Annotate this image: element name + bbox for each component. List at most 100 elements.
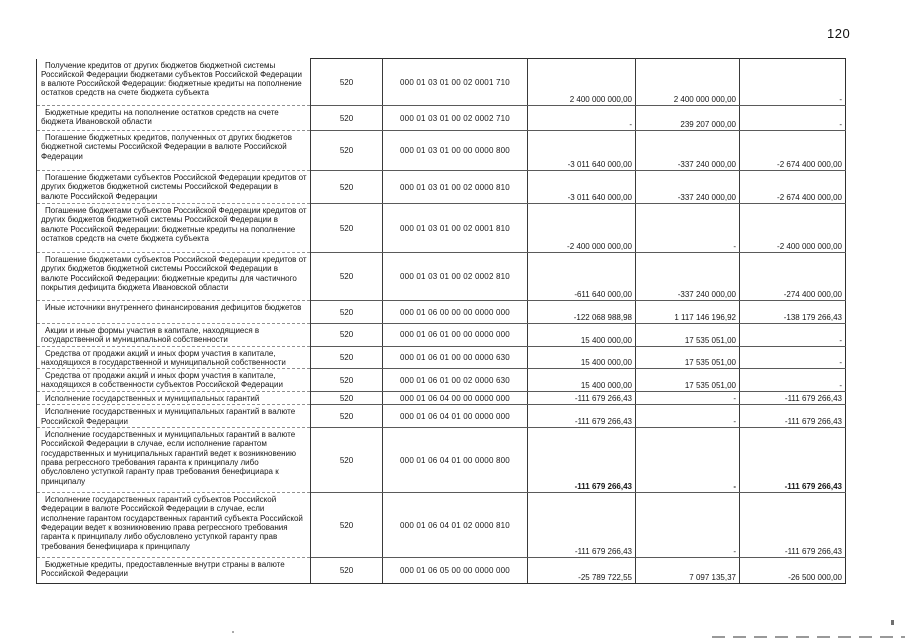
- row-classification: 000 01 06 04 00 00 0000 000: [382, 391, 528, 406]
- table-row: Средства от продажи акций и иных форм уч…: [36, 368, 846, 393]
- row-code: 520: [310, 345, 383, 370]
- row-classification: 000 01 03 01 00 02 0001 710: [382, 58, 528, 106]
- row-amount-3: -: [739, 368, 846, 393]
- row-code: 520: [310, 58, 383, 106]
- row-description: Получение кредитов от других бюджетов бю…: [36, 58, 311, 106]
- row-amount-2: 1 117 146 196,92: [635, 300, 740, 324]
- row-description: Исполнение государственных и муниципальн…: [36, 391, 311, 406]
- row-amount-1: 15 400 000,00: [527, 345, 636, 370]
- row-amount-2: -: [635, 492, 740, 559]
- row-amount-1: 2 400 000 000,00: [527, 58, 636, 106]
- row-code: 520: [310, 404, 383, 429]
- row-classification: 000 01 03 01 00 02 0002 810: [382, 252, 528, 301]
- row-amount-3: -: [739, 345, 846, 370]
- table-row: Исполнение государственных и муниципальн…: [36, 404, 846, 429]
- row-code: 520: [310, 130, 383, 171]
- row-code: 520: [310, 427, 383, 494]
- table-row: Получение кредитов от других бюджетов бю…: [36, 58, 846, 106]
- row-code: 520: [310, 368, 383, 393]
- row-code: 520: [310, 252, 383, 301]
- row-amount-2: 17 535 051,00: [635, 368, 740, 393]
- table-row: Погашение бюджетных кредитов, полученных…: [36, 130, 846, 171]
- row-classification: 000 01 03 01 00 02 0000 810: [382, 170, 528, 204]
- row-description: Исполнение государственных гарантий субъ…: [36, 492, 311, 559]
- table-row: Акции и иные формы участия в капитале, н…: [36, 323, 846, 347]
- row-amount-3: -111 679 266,43: [739, 492, 846, 559]
- row-code: 520: [310, 391, 383, 406]
- row-amount-3: -: [739, 105, 846, 131]
- row-amount-1: -122 068 988,98: [527, 300, 636, 324]
- scan-artifact-speck: [232, 631, 234, 633]
- row-description: Бюджетные кредиты на пополнение остатков…: [36, 105, 311, 131]
- page-number: 120: [827, 26, 851, 41]
- row-description: Погашение бюджетных кредитов, полученных…: [36, 130, 311, 171]
- row-amount-3: -: [739, 58, 846, 106]
- table-row: Иные источники внутреннего финансировани…: [36, 300, 846, 324]
- row-code: 520: [310, 203, 383, 253]
- row-description: Средства от продажи акций и иных форм уч…: [36, 346, 311, 370]
- row-amount-2: 2 400 000 000,00: [635, 58, 740, 106]
- row-description: Погашение бюджетами субъектов Российской…: [36, 170, 311, 204]
- row-code: 520: [310, 323, 383, 347]
- row-amount-1: -611 640 000,00: [527, 252, 636, 301]
- row-amount-3: -274 400 000,00: [739, 252, 846, 301]
- row-description: Исполнение государственных и муниципальн…: [36, 427, 311, 494]
- row-amount-2: 7 097 135,37: [635, 557, 740, 585]
- row-amount-2: 239 207 000,00: [635, 105, 740, 131]
- row-amount-3: -26 500 000,00: [739, 557, 846, 585]
- row-description: Акции и иные формы участия в капитале, н…: [36, 323, 311, 347]
- row-amount-3: -111 679 266,43: [739, 391, 846, 406]
- row-amount-1: 15 400 000,00: [527, 323, 636, 347]
- row-amount-1: -111 679 266,43: [527, 404, 636, 429]
- scan-artifact-dashes: [712, 636, 905, 638]
- row-classification: 000 01 06 04 01 00 0000 800: [382, 427, 528, 494]
- row-description: Средства от продажи акций и иных форм уч…: [36, 368, 311, 393]
- row-classification: 000 01 06 05 00 00 0000 000: [382, 557, 528, 585]
- table-row: Исполнение государственных и муниципальн…: [36, 427, 846, 494]
- row-amount-3: -138 179 266,43: [739, 300, 846, 324]
- budget-table: Получение кредитов от других бюджетов бю…: [36, 58, 846, 585]
- table-row: Погашение бюджетами субъектов Российской…: [36, 252, 846, 301]
- row-amount-1: -25 789 722,55: [527, 557, 636, 585]
- scan-artifact-dot: [891, 620, 894, 625]
- row-amount-2: -337 240 000,00: [635, 252, 740, 301]
- table-row: Погашение бюджетами субъектов Российской…: [36, 203, 846, 253]
- row-amount-1: -2 400 000 000,00: [527, 203, 636, 253]
- row-description: Погашение бюджетами субъектов Российской…: [36, 203, 311, 253]
- row-amount-3: -111 679 266,43: [739, 427, 846, 494]
- row-amount-2: -: [635, 391, 740, 406]
- row-amount-3: -2 400 000 000,00: [739, 203, 846, 253]
- row-amount-1: -111 679 266,43: [527, 391, 636, 406]
- row-classification: 000 01 03 01 00 02 0002 710: [382, 105, 528, 131]
- row-amount-2: -337 240 000,00: [635, 170, 740, 204]
- table-row: Исполнение государственных гарантий субъ…: [36, 492, 846, 559]
- table-row: Бюджетные кредиты на пополнение остатков…: [36, 105, 846, 131]
- row-code: 520: [310, 105, 383, 131]
- row-amount-3: -111 679 266,43: [739, 404, 846, 429]
- row-description: Исполнение государственных и муниципальн…: [36, 404, 311, 429]
- row-amount-2: -337 240 000,00: [635, 130, 740, 171]
- row-amount-2: -: [635, 404, 740, 429]
- row-classification: 000 01 06 01 00 00 0000 000: [382, 323, 528, 347]
- row-code: 520: [310, 557, 383, 585]
- row-amount-3: -2 674 400 000,00: [739, 170, 846, 204]
- row-code: 520: [310, 170, 383, 204]
- table-row: Погашение бюджетами субъектов Российской…: [36, 170, 846, 204]
- row-classification: 000 01 06 04 01 02 0000 810: [382, 492, 528, 559]
- row-amount-2: -: [635, 427, 740, 494]
- row-code: 520: [310, 492, 383, 559]
- row-code: 520: [310, 300, 383, 324]
- row-classification: 000 01 06 01 00 00 0000 630: [382, 345, 528, 370]
- table-row: Средства от продажи акций и иных форм уч…: [36, 345, 846, 370]
- row-classification: 000 01 03 01 00 00 0000 800: [382, 130, 528, 171]
- row-classification: 000 01 03 01 00 02 0001 810: [382, 203, 528, 253]
- row-classification: 000 01 06 00 00 00 0000 000: [382, 300, 528, 324]
- row-description: Погашение бюджетами субъектов Российской…: [36, 252, 311, 301]
- row-classification: 000 01 06 04 01 00 0000 000: [382, 404, 528, 429]
- row-amount-3: -: [739, 323, 846, 347]
- row-amount-1: -3 011 640 000,00: [527, 170, 636, 204]
- table-row: Бюджетные кредиты, предоставленные внутр…: [36, 557, 846, 585]
- row-classification: 000 01 06 01 00 02 0000 630: [382, 368, 528, 393]
- row-amount-3: -2 674 400 000,00: [739, 130, 846, 171]
